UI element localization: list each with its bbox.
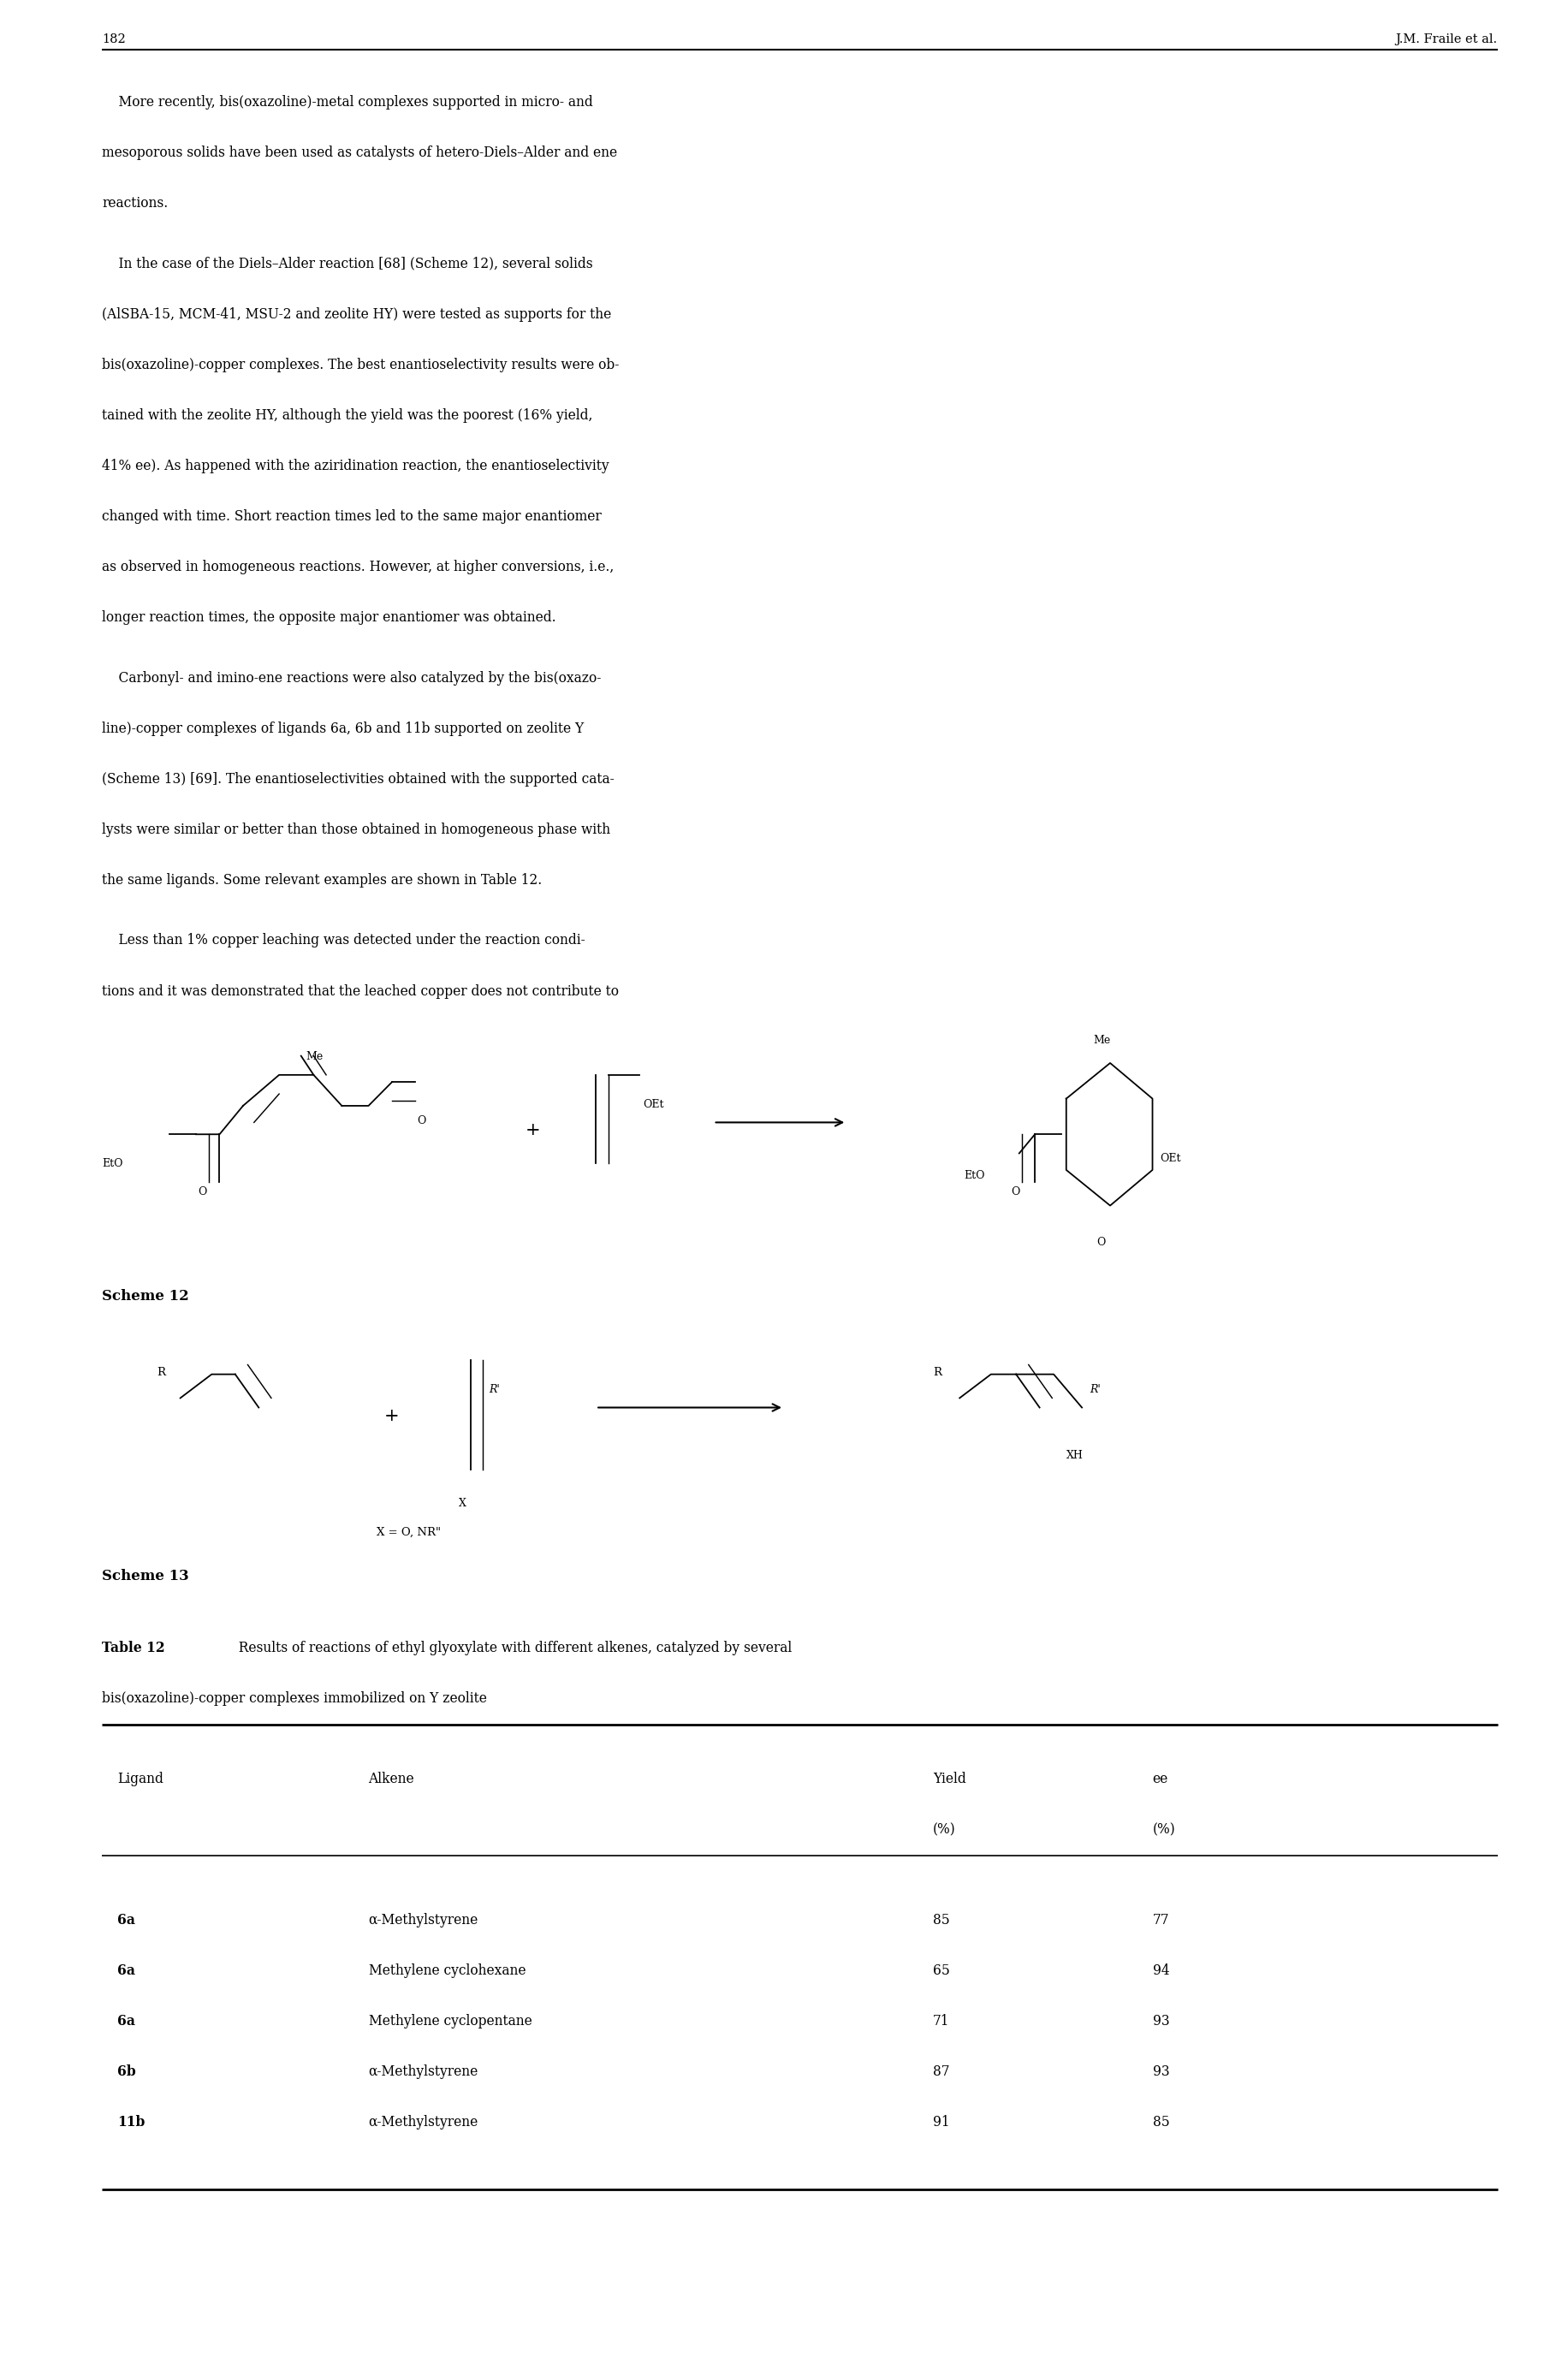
- Text: 182: 182: [102, 33, 125, 45]
- Text: 94: 94: [1152, 1963, 1170, 1977]
- Text: X: X: [459, 1497, 466, 1509]
- Text: O: O: [198, 1186, 207, 1198]
- Text: Scheme 12: Scheme 12: [102, 1288, 190, 1304]
- Text: More recently, bis(oxazoline)-metal complexes supported in micro- and: More recently, bis(oxazoline)-metal comp…: [102, 95, 593, 109]
- Text: bis(oxazoline)-copper complexes immobilized on Y zeolite: bis(oxazoline)-copper complexes immobili…: [102, 1692, 488, 1706]
- Text: 85: 85: [933, 1913, 950, 1927]
- Text: EtO: EtO: [102, 1157, 122, 1169]
- Text: line)-copper complexes of ligands 6a, 6b and 11b supported on zeolite Y: line)-copper complexes of ligands 6a, 6b…: [102, 722, 583, 737]
- Text: +: +: [525, 1121, 541, 1138]
- Text: R': R': [1090, 1383, 1101, 1395]
- Text: reactions.: reactions.: [102, 197, 168, 211]
- Text: 87: 87: [933, 2065, 950, 2079]
- Text: X = O, NR": X = O, NR": [376, 1525, 441, 1537]
- Text: Less than 1% copper leaching was detected under the reaction condi-: Less than 1% copper leaching was detecte…: [102, 934, 585, 948]
- Text: O: O: [1096, 1236, 1105, 1247]
- Text: 6b: 6b: [118, 2065, 136, 2079]
- Text: ee: ee: [1152, 1772, 1168, 1787]
- Text: Me: Me: [306, 1050, 323, 1062]
- Text: Results of reactions of ethyl glyoxylate with different alkenes, catalyzed by se: Results of reactions of ethyl glyoxylate…: [230, 1639, 792, 1656]
- Text: O: O: [1011, 1186, 1021, 1198]
- Text: R': R': [489, 1383, 500, 1395]
- Text: 11b: 11b: [118, 2115, 146, 2129]
- Text: R: R: [157, 1366, 165, 1378]
- Text: α-Methylstyrene: α-Methylstyrene: [368, 2115, 478, 2129]
- Text: 6a: 6a: [118, 2015, 135, 2029]
- Text: OEt: OEt: [643, 1098, 663, 1110]
- Text: Methylene cyclohexane: Methylene cyclohexane: [368, 1963, 525, 1977]
- Text: +: +: [384, 1407, 400, 1423]
- Text: 93: 93: [1152, 2015, 1170, 2029]
- Text: 6a: 6a: [118, 1913, 135, 1927]
- Text: 85: 85: [1152, 2115, 1170, 2129]
- Text: 6a: 6a: [118, 1963, 135, 1977]
- Text: 91: 91: [933, 2115, 950, 2129]
- Text: XH: XH: [1066, 1449, 1083, 1461]
- Text: O: O: [417, 1114, 426, 1126]
- Text: In the case of the Diels–Alder reaction [68] (Scheme 12), several solids: In the case of the Diels–Alder reaction …: [102, 257, 593, 271]
- Text: R: R: [933, 1366, 941, 1378]
- Text: the same ligands. Some relevant examples are shown in Table 12.: the same ligands. Some relevant examples…: [102, 872, 543, 889]
- Text: Table 12: Table 12: [102, 1639, 165, 1656]
- Text: 77: 77: [1152, 1913, 1170, 1927]
- Text: Yield: Yield: [933, 1772, 966, 1787]
- Text: Me: Me: [1093, 1034, 1112, 1045]
- Text: 93: 93: [1152, 2065, 1170, 2079]
- Text: tions and it was demonstrated that the leached copper does not contribute to: tions and it was demonstrated that the l…: [102, 984, 619, 998]
- Text: (AlSBA-15, MCM-41, MSU-2 and zeolite HY) were tested as supports for the: (AlSBA-15, MCM-41, MSU-2 and zeolite HY)…: [102, 307, 612, 321]
- Text: Scheme 13: Scheme 13: [102, 1568, 190, 1585]
- Text: Alkene: Alkene: [368, 1772, 414, 1787]
- Text: α-Methylstyrene: α-Methylstyrene: [368, 2065, 478, 2079]
- Text: EtO: EtO: [964, 1169, 985, 1181]
- Text: OEt: OEt: [1160, 1152, 1181, 1164]
- Text: 41% ee). As happened with the aziridination reaction, the enantioselectivity: 41% ee). As happened with the aziridinat…: [102, 459, 608, 473]
- Text: α-Methylstyrene: α-Methylstyrene: [368, 1913, 478, 1927]
- Text: (%): (%): [1152, 1822, 1176, 1837]
- Text: Methylene cyclopentane: Methylene cyclopentane: [368, 2015, 532, 2029]
- Text: (%): (%): [933, 1822, 956, 1837]
- Text: as observed in homogeneous reactions. However, at higher conversions, i.e.,: as observed in homogeneous reactions. Ho…: [102, 561, 615, 575]
- Text: mesoporous solids have been used as catalysts of hetero-Diels–Alder and ene: mesoporous solids have been used as cata…: [102, 145, 618, 159]
- Text: 65: 65: [933, 1963, 950, 1977]
- Text: longer reaction times, the opposite major enantiomer was obtained.: longer reaction times, the opposite majo…: [102, 611, 557, 625]
- Text: (Scheme 13) [69]. The enantioselectivities obtained with the supported cata-: (Scheme 13) [69]. The enantioselectiviti…: [102, 772, 615, 786]
- Text: Carbonyl- and imino-ene reactions were also catalyzed by the bis(oxazo-: Carbonyl- and imino-ene reactions were a…: [102, 670, 601, 684]
- Text: 71: 71: [933, 2015, 950, 2029]
- Text: changed with time. Short reaction times led to the same major enantiomer: changed with time. Short reaction times …: [102, 508, 602, 525]
- Text: bis(oxazoline)-copper complexes. The best enantioselectivity results were ob-: bis(oxazoline)-copper complexes. The bes…: [102, 359, 619, 373]
- Text: Ligand: Ligand: [118, 1772, 163, 1787]
- Text: tained with the zeolite HY, although the yield was the poorest (16% yield,: tained with the zeolite HY, although the…: [102, 409, 593, 423]
- Text: lysts were similar or better than those obtained in homogeneous phase with: lysts were similar or better than those …: [102, 822, 610, 836]
- Text: J.M. Fraile et al.: J.M. Fraile et al.: [1396, 33, 1497, 45]
